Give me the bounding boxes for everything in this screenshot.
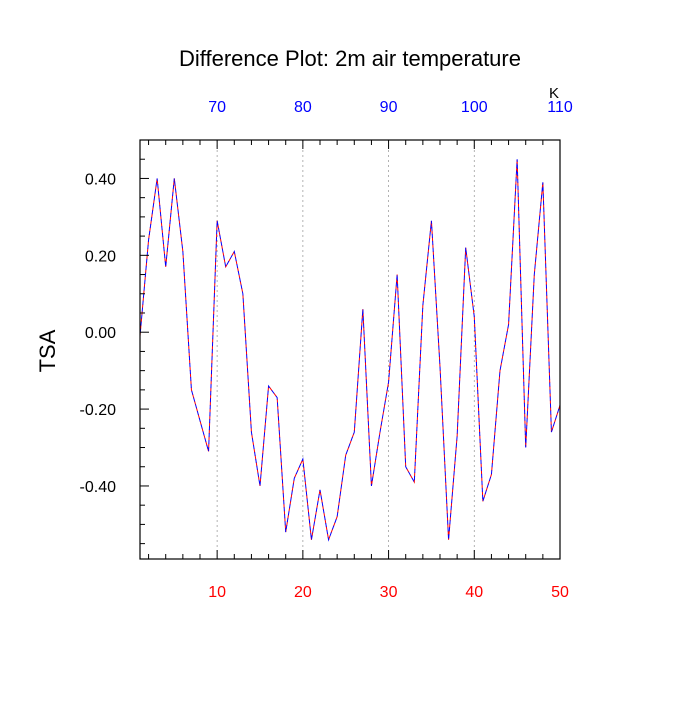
top-tick-label: 110 [547,99,573,116]
y-tick-label: 0.40 [85,171,116,188]
top-tick-label: 80 [294,99,312,116]
top-tick-label: 100 [461,99,488,116]
series-line-red [140,159,560,540]
grid-lines [217,140,474,559]
series-group [140,159,560,540]
plot-frame [140,140,560,559]
x-tick-label: 30 [380,584,398,601]
y-tick-label: 0.20 [85,248,116,265]
chart-title: Difference Plot: 2m air temperature [179,46,521,71]
top-tick-label: 70 [208,99,226,116]
top-tick-label: 90 [380,99,398,116]
x-tick-label: 10 [208,584,226,601]
y-tick-label: -0.40 [80,479,117,496]
y-tick-label: 0.00 [85,325,116,342]
x-tick-label: 20 [294,584,312,601]
x-tick-label: 50 [551,584,569,601]
y-axis-label: TSA [35,329,60,372]
x-tick-label: 40 [465,584,483,601]
y-tick-label: -0.20 [80,402,117,419]
series-line-blue [140,159,560,540]
